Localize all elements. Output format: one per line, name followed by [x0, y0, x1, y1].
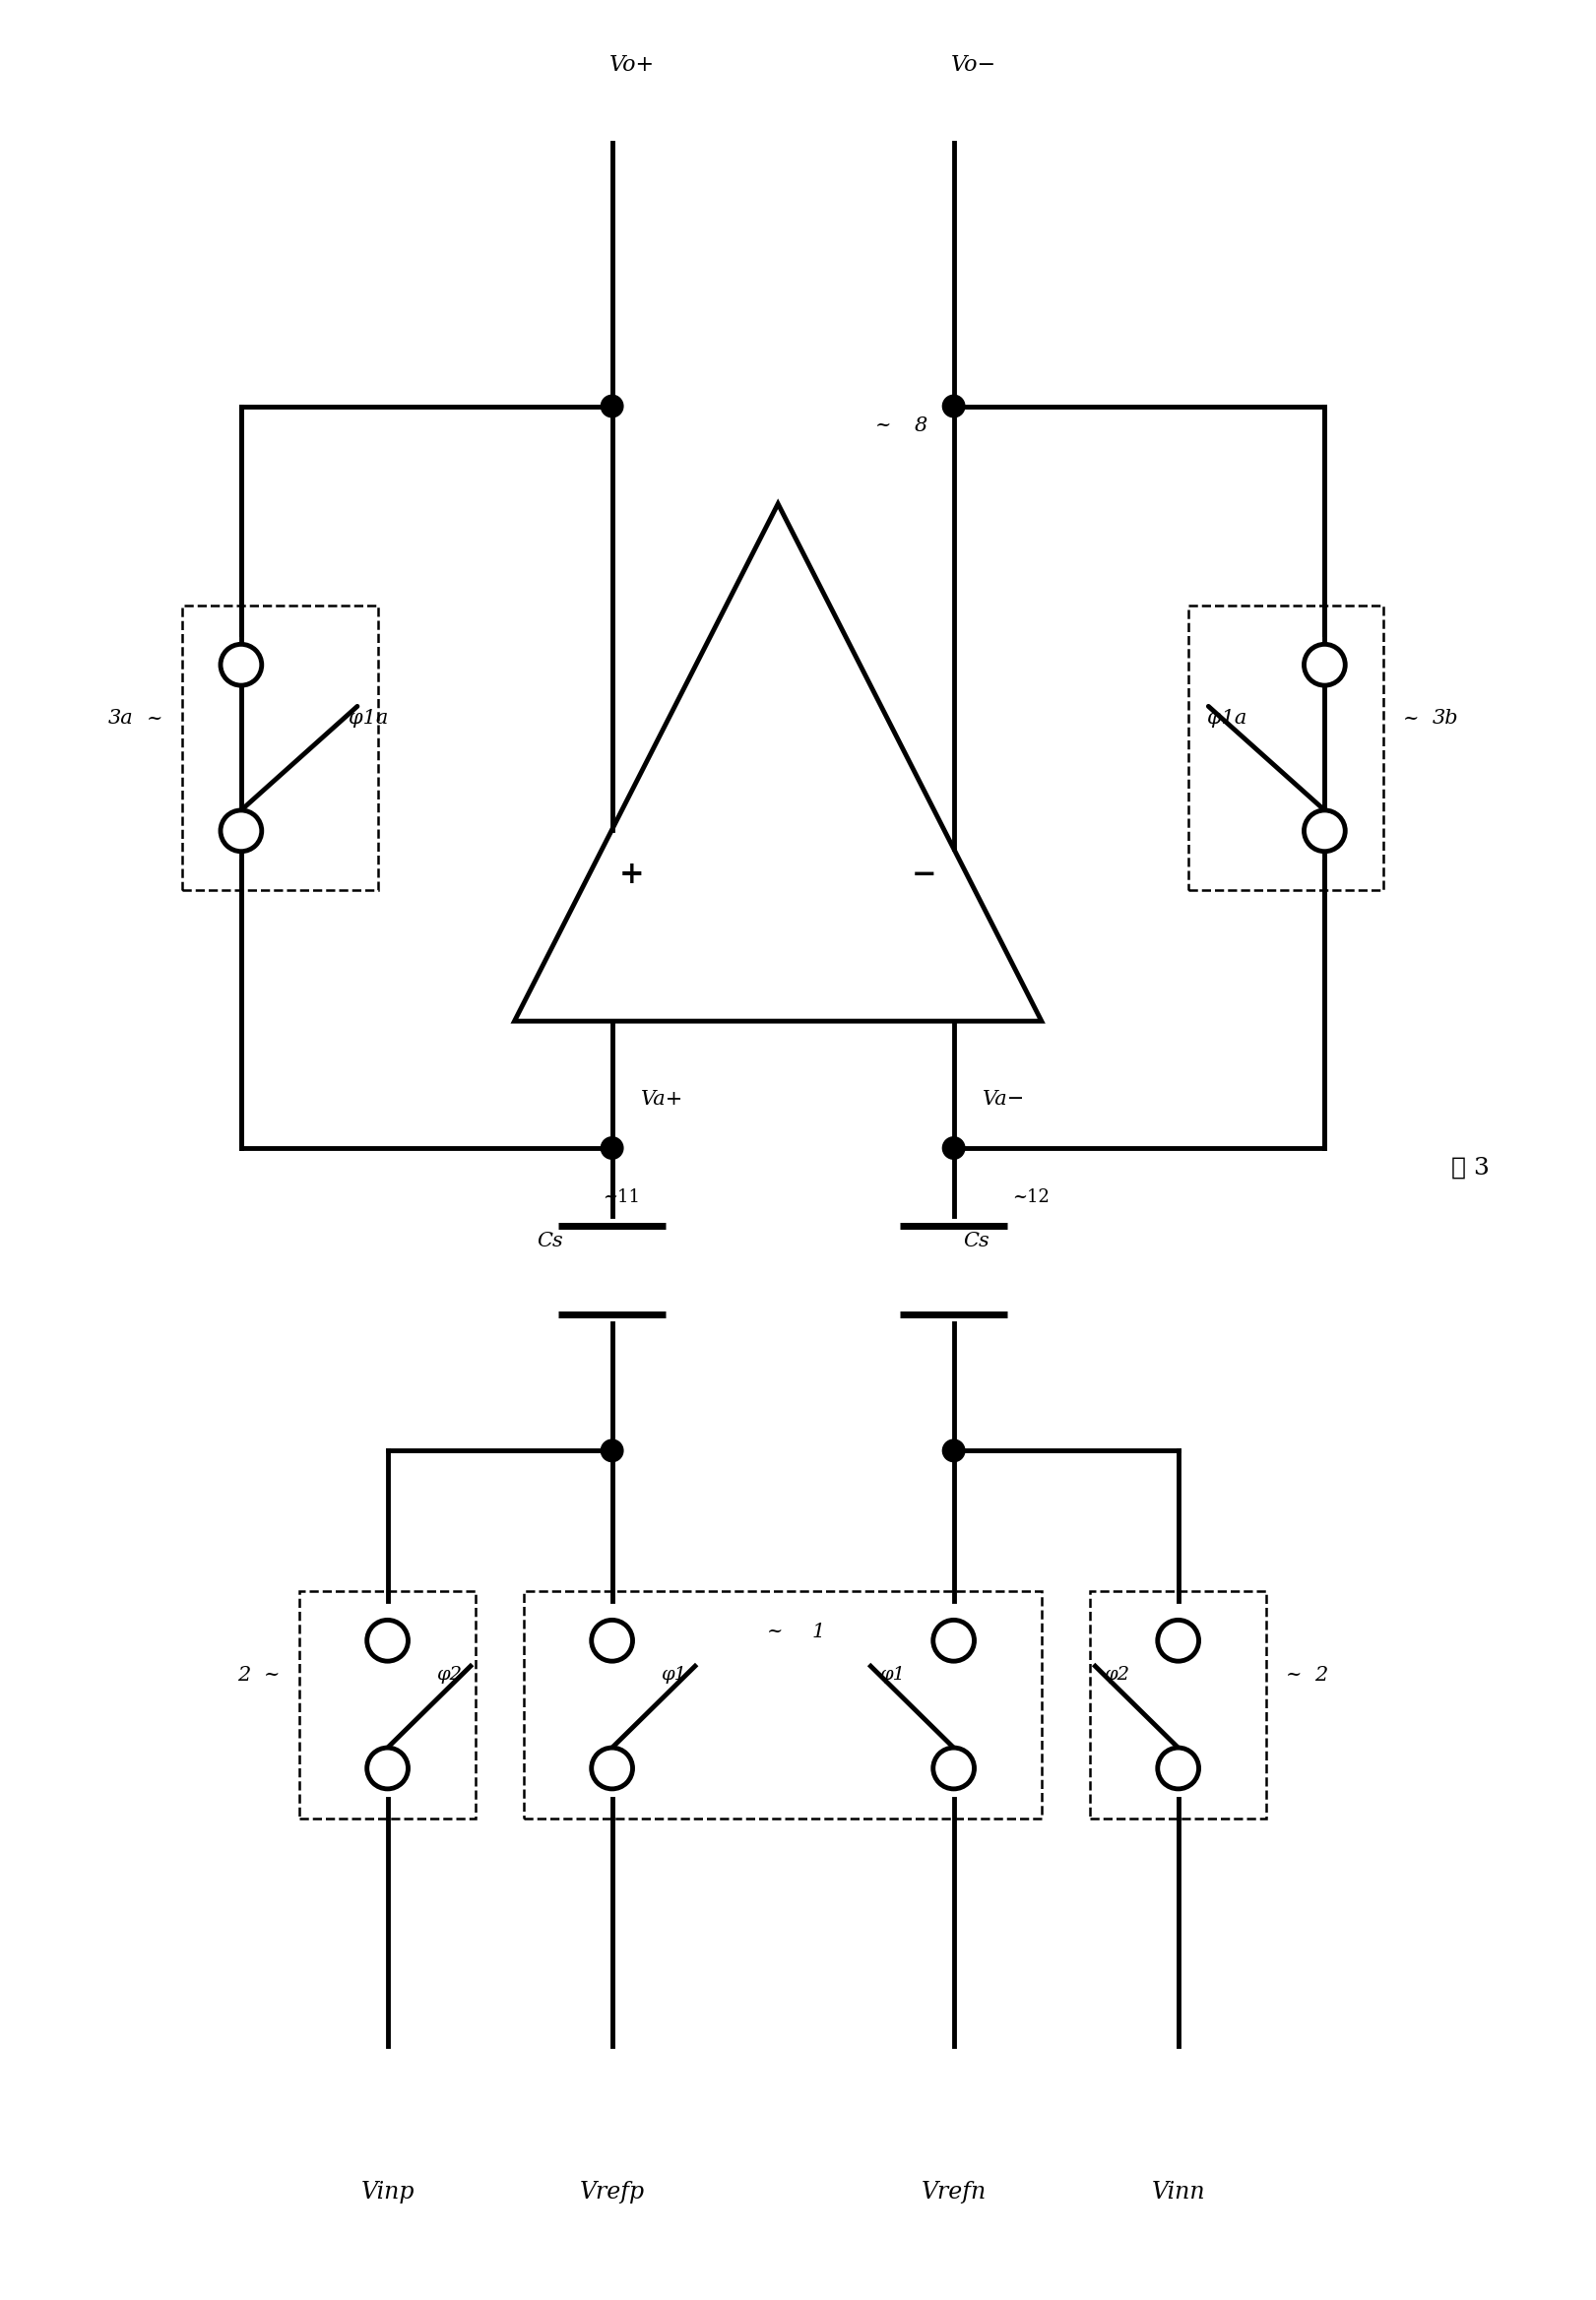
Circle shape: [943, 1440, 964, 1463]
Circle shape: [1304, 644, 1345, 685]
Text: Vrefn: Vrefn: [921, 2180, 986, 2203]
Circle shape: [367, 1748, 409, 1789]
Text: 1: 1: [812, 1621, 825, 1640]
Text: Vinp: Vinp: [361, 2180, 415, 2203]
Text: Vo−: Vo−: [951, 53, 996, 76]
Text: 3b: 3b: [1432, 708, 1459, 727]
Text: 8: 8: [915, 416, 927, 435]
Circle shape: [602, 1136, 622, 1159]
Bar: [1187, 605, 1384, 890]
Text: φ2: φ2: [1104, 1665, 1130, 1684]
Circle shape: [1157, 1619, 1199, 1661]
Text: 2: 2: [1315, 1665, 1328, 1684]
Text: Va−: Va−: [983, 1090, 1026, 1109]
Text: Vinn: Vinn: [1151, 2180, 1205, 2203]
Text: Vo+: Vo+: [608, 53, 654, 76]
Text: Cs: Cs: [536, 1230, 563, 1251]
Circle shape: [934, 1748, 974, 1789]
Text: ~: ~: [1403, 711, 1419, 727]
Circle shape: [934, 1619, 974, 1661]
Circle shape: [220, 810, 262, 851]
Text: Cs: Cs: [964, 1230, 990, 1251]
Text: ~: ~: [876, 416, 892, 435]
Circle shape: [1304, 810, 1345, 851]
Circle shape: [943, 396, 964, 416]
Circle shape: [220, 644, 262, 685]
Circle shape: [367, 1619, 409, 1661]
Bar: [1090, 1592, 1266, 1819]
Bar: [182, 605, 378, 890]
Text: ~: ~: [1286, 1665, 1302, 1684]
Text: ~12: ~12: [1012, 1189, 1050, 1205]
Text: 図 3: 図 3: [1451, 1157, 1489, 1180]
Circle shape: [943, 1136, 964, 1159]
Bar: [523, 1592, 1042, 1819]
Text: Va+: Va+: [642, 1090, 685, 1109]
Circle shape: [602, 396, 622, 416]
Text: ~11: ~11: [602, 1189, 640, 1205]
Circle shape: [602, 1440, 622, 1463]
Text: φ1a: φ1a: [348, 708, 388, 727]
Bar: [300, 1592, 476, 1819]
Text: 3a: 3a: [109, 708, 134, 727]
Text: φ1: φ1: [661, 1665, 686, 1684]
Text: ~: ~: [263, 1665, 281, 1684]
Text: Vrefp: Vrefp: [579, 2180, 645, 2203]
Text: 2: 2: [238, 1665, 251, 1684]
Text: +: +: [619, 860, 645, 890]
Text: −: −: [911, 860, 937, 890]
Text: ~: ~: [147, 711, 163, 727]
Circle shape: [592, 1748, 632, 1789]
Circle shape: [1157, 1748, 1199, 1789]
Text: φ1a: φ1a: [1208, 708, 1246, 727]
Text: φ2: φ2: [436, 1665, 461, 1684]
Circle shape: [592, 1619, 632, 1661]
Text: φ1: φ1: [879, 1665, 905, 1684]
Text: ~: ~: [766, 1624, 784, 1640]
